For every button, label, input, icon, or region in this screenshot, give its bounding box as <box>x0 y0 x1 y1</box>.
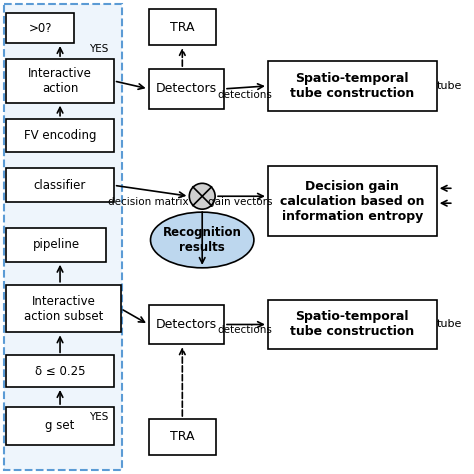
Text: tube: tube <box>437 81 462 91</box>
Bar <box>268 61 437 111</box>
Bar <box>148 69 224 109</box>
Bar <box>6 59 114 103</box>
Text: Interactive
action subset: Interactive action subset <box>24 294 103 323</box>
Bar <box>148 9 216 45</box>
Bar <box>6 168 114 202</box>
Text: Detectors: Detectors <box>156 82 217 95</box>
Bar <box>6 13 74 43</box>
Text: δ ≤ 0.25: δ ≤ 0.25 <box>35 365 85 378</box>
Bar <box>6 285 121 332</box>
Text: >0?: >0? <box>28 22 52 35</box>
Text: detections: detections <box>218 90 273 100</box>
Bar <box>148 305 224 345</box>
Bar <box>268 300 437 349</box>
Bar <box>6 407 114 445</box>
Text: Recognition
results: Recognition results <box>163 226 242 254</box>
Text: FV encoding: FV encoding <box>24 129 96 142</box>
Text: Interactive
action: Interactive action <box>28 67 92 95</box>
Bar <box>6 228 106 262</box>
Text: TRA: TRA <box>170 430 194 443</box>
Text: YES: YES <box>89 412 108 422</box>
Text: gain vectors: gain vectors <box>208 197 272 207</box>
Text: Spatio-temporal
tube construction: Spatio-temporal tube construction <box>290 72 414 100</box>
Bar <box>268 166 437 236</box>
Bar <box>4 4 122 470</box>
Text: detections: detections <box>218 326 273 336</box>
Bar <box>148 419 216 455</box>
Text: Decision gain
calculation based on
information entropy: Decision gain calculation based on infor… <box>280 180 425 223</box>
Text: pipeline: pipeline <box>33 238 80 251</box>
Text: tube: tube <box>437 319 462 329</box>
Text: decision matrix: decision matrix <box>108 197 189 207</box>
Circle shape <box>189 183 215 209</box>
Text: TRA: TRA <box>170 21 194 34</box>
Text: YES: YES <box>89 44 108 54</box>
Text: Spatio-temporal
tube construction: Spatio-temporal tube construction <box>290 310 414 338</box>
Bar <box>6 118 114 153</box>
Ellipse shape <box>151 212 254 268</box>
Text: classifier: classifier <box>34 179 86 192</box>
Bar <box>6 356 114 387</box>
Text: g set: g set <box>46 419 75 432</box>
Text: Detectors: Detectors <box>156 318 217 331</box>
